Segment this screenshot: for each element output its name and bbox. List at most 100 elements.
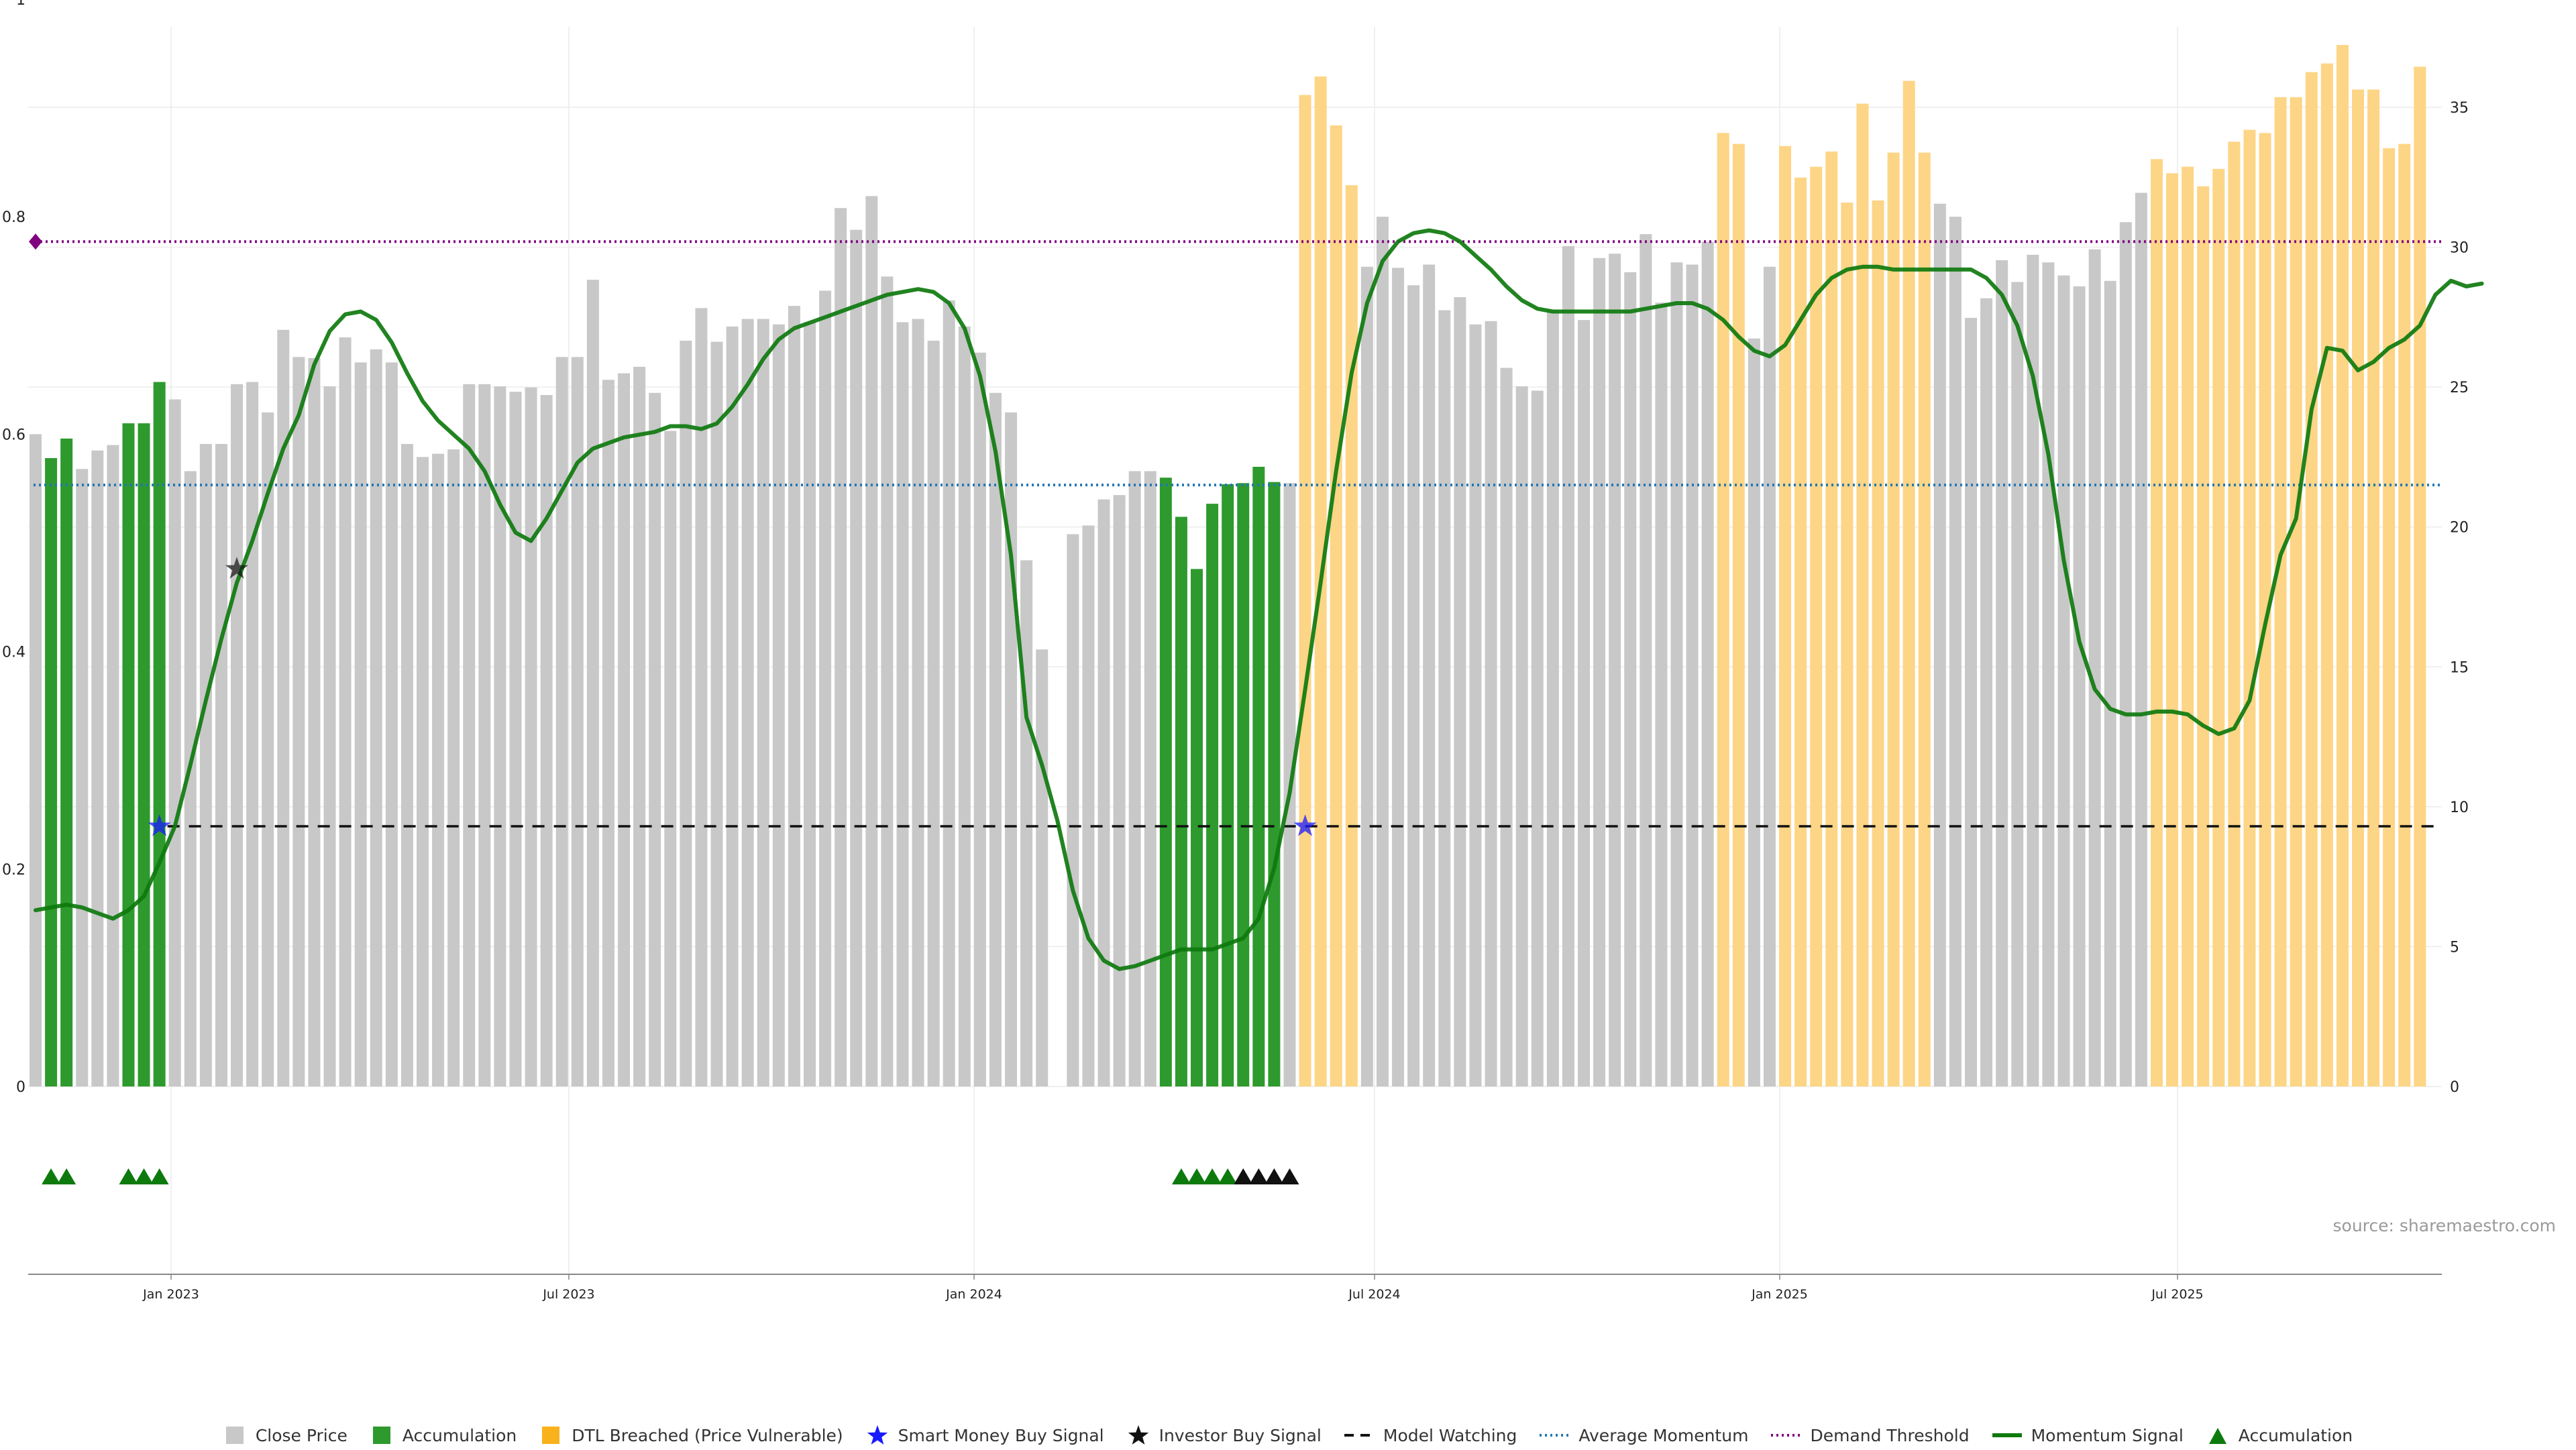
legend-item-dtl-breached: DTL Breached (Price Vulnerable): [539, 1424, 843, 1447]
price-bar: [1918, 152, 1931, 1087]
right-y-tick-label: 0: [2450, 1079, 2459, 1096]
price-bar: [1717, 133, 1729, 1087]
price-bar: [2150, 159, 2163, 1087]
price-bar: [262, 412, 274, 1086]
legend-item-average-momentum: Average Momentum: [1540, 1424, 1748, 1447]
accumulation-triangle: [1218, 1168, 1238, 1184]
price-bar: [555, 357, 568, 1086]
right-y-tick-label: 35: [2450, 100, 2469, 117]
legend-item-smart-money: Smart Money Buy Signal: [866, 1424, 1104, 1447]
accumulation-markers: [42, 1168, 1299, 1184]
price-bar: [2027, 254, 2039, 1086]
legend-item-investor: Investor Buy Signal: [1127, 1424, 1322, 1447]
price-bar: [1964, 317, 1978, 1087]
price-bar: [835, 208, 847, 1087]
price-bar: [850, 229, 863, 1086]
price-bar: [1299, 95, 1311, 1087]
price-bar: [1531, 390, 1544, 1086]
price-bar: [741, 319, 754, 1086]
price-bar: [1949, 217, 1962, 1086]
price-bar: [416, 457, 429, 1086]
price-bar: [1655, 302, 1668, 1086]
price-bar: [1763, 266, 1776, 1086]
price-bar: [1144, 471, 1157, 1086]
price-bar: [912, 319, 924, 1086]
price-bar: [1392, 268, 1405, 1086]
legend-accumulation-icon: [370, 1424, 393, 1447]
price-bar: [958, 326, 971, 1086]
price-bar: [881, 276, 894, 1086]
price-bar: [45, 458, 58, 1086]
price-bar: [184, 471, 197, 1086]
price-bar: [1500, 368, 1513, 1087]
price-bar: [1438, 310, 1451, 1087]
legend-item-accumulation: Accumulation: [370, 1424, 517, 1447]
price-bar: [2088, 249, 2101, 1087]
price-bar: [1933, 203, 1946, 1086]
price-bar: [1794, 177, 1807, 1086]
price-bar: [1624, 272, 1637, 1087]
price-bar: [2336, 45, 2349, 1086]
price-bar: [1407, 285, 1420, 1087]
accumulation-triangle: [42, 1168, 61, 1184]
price-bar: [1082, 525, 1095, 1086]
price-bar: [2274, 97, 2287, 1087]
accumulation-triangle-dark: [1265, 1168, 1284, 1184]
right-y-tick-label: 5: [2450, 939, 2459, 956]
price-bar: [1469, 324, 1482, 1087]
legend-label: Average Momentum: [1578, 1425, 1749, 1445]
right-y-tick-label: 25: [2450, 380, 2469, 396]
price-bars: [29, 45, 2426, 1087]
legend-label: Momentum Signal: [2031, 1425, 2184, 1445]
price-bar: [1593, 258, 1606, 1086]
legend-label: Close Price: [255, 1425, 347, 1445]
price-bar: [1113, 495, 1126, 1086]
price-bar: [602, 380, 614, 1086]
price-bar: [246, 382, 259, 1087]
accumulation-triangle-dark: [1280, 1168, 1299, 1184]
left-y-axis: 0 0.2 0.4 0.6 0.8 1: [2, 0, 25, 1096]
price-bar: [865, 196, 878, 1086]
price-bar: [2383, 148, 2396, 1086]
accumulation-triangle: [1203, 1168, 1222, 1184]
smart-money-buy-star: [1293, 814, 1317, 836]
price-bar: [463, 384, 476, 1086]
price-bar: [586, 280, 599, 1086]
right-y-tick-label: 30: [2450, 240, 2469, 257]
price-bar: [2073, 286, 2086, 1086]
price-bar: [215, 443, 227, 1086]
price-bar: [494, 386, 506, 1086]
price-bar: [2166, 173, 2179, 1086]
right-y-tick-label: 10: [2450, 799, 2469, 816]
price-bar: [2290, 97, 2302, 1087]
price-bar: [1810, 166, 1823, 1086]
legend-label: Demand Threshold: [1810, 1425, 1970, 1445]
accumulation-triangle-dark: [1234, 1168, 1253, 1184]
buy-signals: [148, 557, 1317, 836]
legend-model-watching-icon: [1344, 1424, 1374, 1447]
legend-item-accumulation-marker: Accumulation: [2206, 1424, 2353, 1447]
price-bar: [1980, 298, 1993, 1087]
price-bar: [540, 395, 553, 1086]
x-tick-label: Jul 2025: [2151, 1287, 2203, 1302]
price-bar: [973, 352, 986, 1086]
price-bar: [60, 438, 73, 1086]
price-bar: [2212, 168, 2225, 1087]
price-bar: [1020, 560, 1033, 1086]
price-bar: [2243, 129, 2256, 1087]
price-bar: [1515, 386, 1528, 1086]
price-bar: [2057, 275, 2070, 1087]
price-bar: [1237, 483, 1250, 1086]
price-bar: [168, 399, 181, 1086]
left-y-tick-label: 0.4: [2, 645, 25, 661]
x-tick-label: Jan 2025: [1751, 1287, 1808, 1302]
accumulation-triangle-dark: [1249, 1168, 1269, 1184]
price-bar: [199, 443, 212, 1086]
price-bar: [2367, 89, 2380, 1086]
right-y-axis: 0 5 10 15 20 25 30 35: [2450, 100, 2469, 1096]
left-y-tick-label: 0.8: [2, 209, 25, 226]
price-bar: [1067, 534, 1079, 1086]
price-bar: [385, 362, 398, 1087]
demand-threshold-marker: [29, 233, 42, 250]
